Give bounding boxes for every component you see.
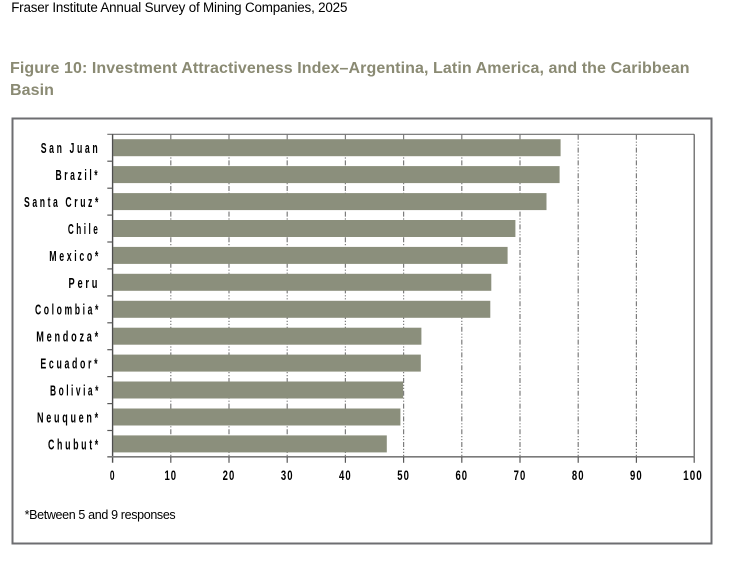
svg-text:70: 70 [514,468,527,483]
svg-text:40: 40 [339,468,352,483]
svg-text:50: 50 [397,468,410,483]
svg-text:Peru: Peru [69,275,101,292]
svg-text:Ecuador*: Ecuador* [40,356,100,373]
svg-text:0: 0 [110,468,116,483]
svg-text:100: 100 [683,468,703,483]
svg-text:Chubut*: Chubut* [48,436,101,453]
svg-text:90: 90 [630,468,643,483]
svg-text:Chile: Chile [68,221,100,238]
svg-text:30: 30 [281,468,294,483]
svg-text:Bolivia*: Bolivia* [50,383,101,400]
svg-text:Mendoza*: Mendoza* [36,329,101,346]
svg-text:Neuquen*: Neuquen* [37,409,101,426]
svg-text:Santa Cruz*: Santa Cruz* [24,194,101,211]
svg-text:*Between 5 and 9 responses: *Between 5 and 9 responses [25,508,176,522]
svg-text:20: 20 [223,468,236,483]
svg-text:10: 10 [164,468,177,483]
svg-text:60: 60 [455,468,468,483]
svg-text:San Juan: San Juan [41,140,101,157]
svg-text:Colombia*: Colombia* [35,302,101,319]
svg-text:Brazil*: Brazil* [56,167,101,184]
svg-text:Mexico*: Mexico* [49,248,101,265]
svg-text:80: 80 [572,468,585,483]
